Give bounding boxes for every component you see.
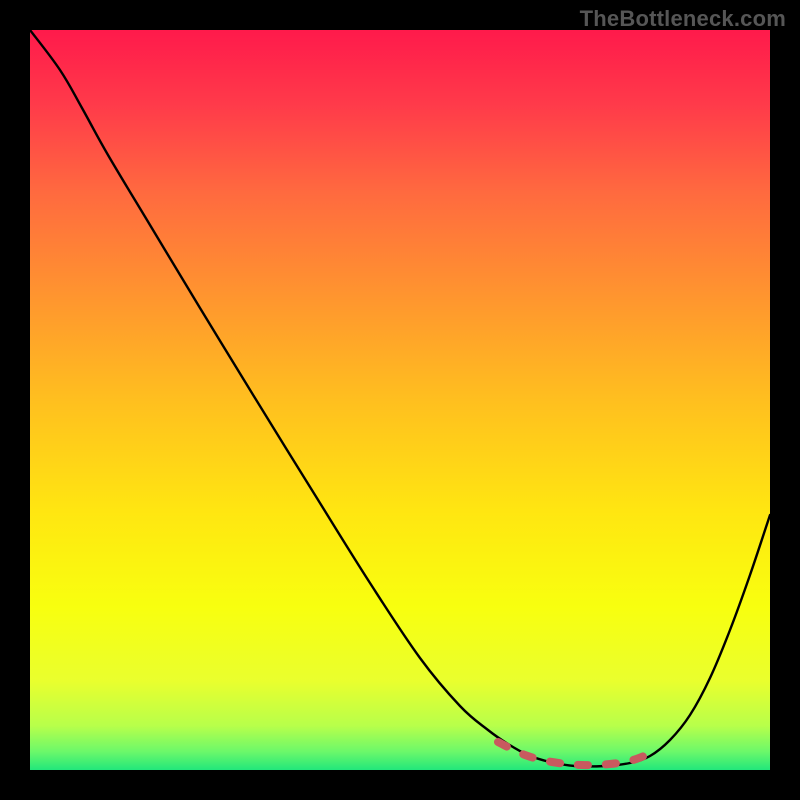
gradient-background bbox=[30, 30, 770, 770]
watermark-text: TheBottleneck.com bbox=[580, 6, 786, 32]
plot-area bbox=[30, 30, 770, 770]
chart-frame: TheBottleneck.com bbox=[0, 0, 800, 800]
bottleneck-line-chart bbox=[30, 30, 770, 770]
